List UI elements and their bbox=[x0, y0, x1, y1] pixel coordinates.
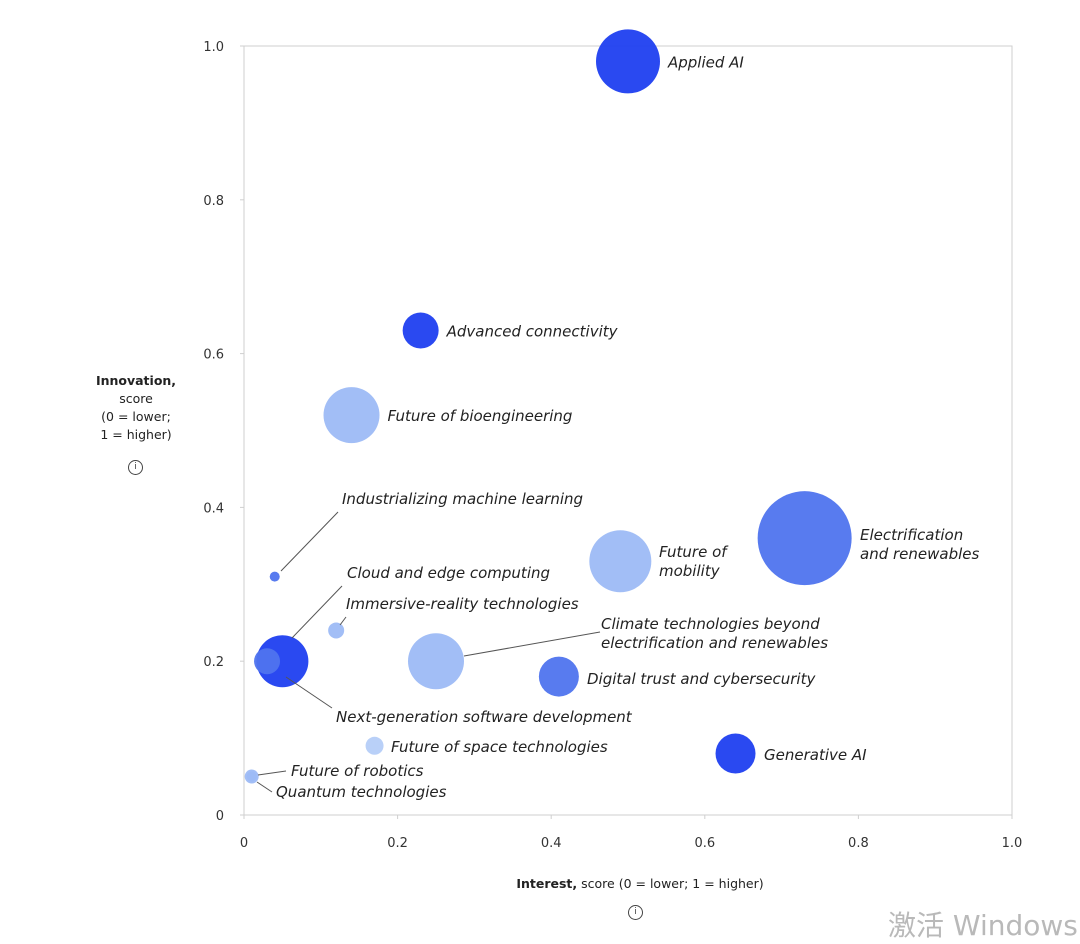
point-label: Future of bbox=[659, 543, 729, 561]
x-tick-label: 0.2 bbox=[387, 836, 408, 851]
leader-line bbox=[285, 676, 333, 709]
windows-activation-watermark: 激活 Windows bbox=[888, 909, 1078, 942]
point-label: Generative AI bbox=[764, 746, 867, 764]
bubble-point bbox=[757, 491, 852, 586]
point-label: Future of robotics bbox=[291, 762, 424, 780]
bubble-point bbox=[323, 387, 380, 444]
x-tick-label: 0 bbox=[240, 836, 248, 851]
y-axis-label-line-3: 1 = higher) bbox=[100, 427, 172, 442]
bubble-point bbox=[365, 736, 384, 755]
point-label: Advanced connectivity bbox=[446, 323, 619, 341]
bubble-point bbox=[254, 648, 281, 675]
leader-line bbox=[339, 616, 347, 626]
x-tick-label: 1.0 bbox=[1002, 836, 1023, 851]
x-axis-label-title: Interest, bbox=[516, 876, 578, 891]
y-tick-label: 0.6 bbox=[203, 348, 224, 363]
y-axis-label: Innovation, score (0 = lower; 1 = higher… bbox=[70, 372, 202, 444]
y-tick-label: 1.0 bbox=[203, 40, 224, 55]
point-label: Future of bioengineering bbox=[388, 407, 573, 425]
bubble-point bbox=[715, 733, 756, 774]
point-label: Quantum technologies bbox=[276, 783, 447, 801]
bubble-point bbox=[596, 29, 660, 94]
y-axis-label-line-1: score bbox=[119, 391, 153, 406]
y-tick-label: 0.2 bbox=[203, 655, 224, 670]
leader-line bbox=[256, 781, 273, 793]
bubble-point bbox=[589, 530, 652, 593]
bubble-point bbox=[538, 656, 579, 697]
point-label: electrification and renewables bbox=[601, 634, 828, 652]
point-label: Cloud and edge computing bbox=[347, 564, 550, 582]
bubble-point bbox=[408, 633, 464, 690]
y-axis-label-title: Innovation, bbox=[95, 373, 177, 388]
bubble-point bbox=[328, 622, 345, 639]
point-label: Climate technologies beyond bbox=[601, 615, 820, 633]
bubble-point bbox=[246, 771, 257, 782]
y-tick-label: 0 bbox=[216, 809, 224, 824]
leader-line bbox=[291, 585, 343, 639]
y-axis-label-line-2: (0 = lower; bbox=[101, 409, 171, 424]
point-label: mobility bbox=[659, 562, 721, 580]
point-label: Applied AI bbox=[667, 53, 744, 71]
x-axis-label: Interest, score (0 = lower; 1 = higher) bbox=[440, 876, 840, 891]
y-tick-label: 0.8 bbox=[203, 194, 224, 209]
point-label: Digital trust and cybersecurity bbox=[587, 670, 816, 688]
bubble-point bbox=[269, 571, 280, 582]
x-tick-label: 0.4 bbox=[541, 836, 562, 851]
y-tick-label: 0.4 bbox=[203, 501, 224, 516]
point-label: Future of space technologies bbox=[391, 738, 608, 756]
leader-line bbox=[463, 631, 601, 657]
x-tick-label: 0.8 bbox=[848, 836, 869, 851]
point-label: Electrification bbox=[860, 526, 963, 544]
leader-line bbox=[280, 511, 339, 572]
y-axis-info-icon: i bbox=[128, 460, 143, 475]
bubble-point bbox=[402, 312, 439, 349]
bubble-point bbox=[256, 635, 309, 688]
point-label: Immersive-reality technologies bbox=[346, 595, 579, 613]
x-tick-label: 0.6 bbox=[694, 836, 715, 851]
x-axis-label-rest: score (0 = lower; 1 = higher) bbox=[581, 876, 764, 891]
x-axis-info-icon: i bbox=[628, 905, 643, 920]
point-label: and renewables bbox=[860, 545, 979, 563]
point-label: Next-generation software development bbox=[336, 708, 633, 726]
point-label: Industrializing machine learning bbox=[342, 490, 583, 508]
leader-line bbox=[257, 770, 287, 776]
